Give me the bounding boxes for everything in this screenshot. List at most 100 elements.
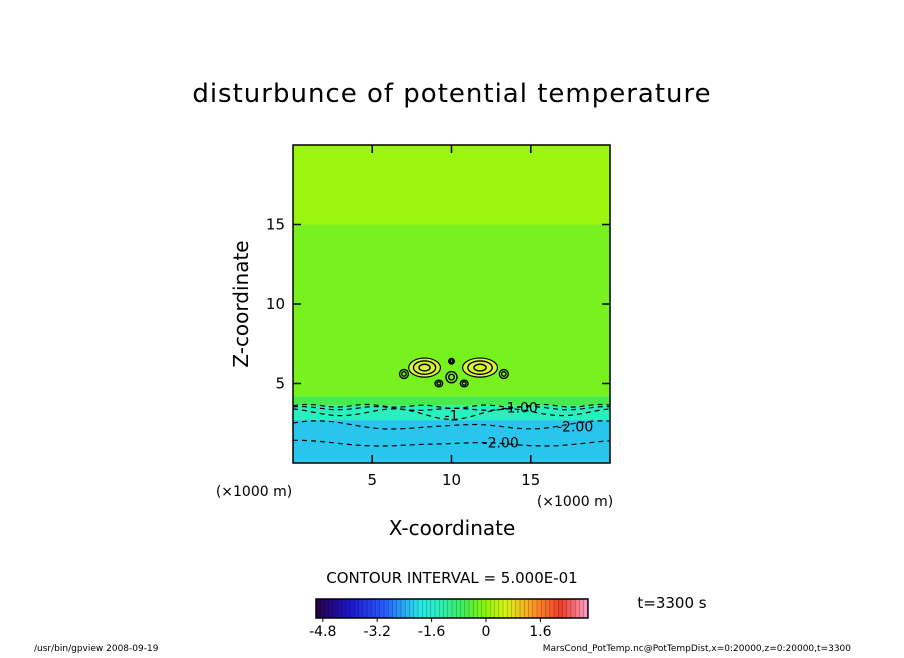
y-axis-ticks: 5 10 15 (266, 216, 610, 393)
colorbar-tick-label: 0 (482, 624, 491, 640)
colorbar-segment (375, 599, 381, 618)
footer-right: MarsCond_PotTemp.nc@PotTempDist,x=0:2000… (543, 644, 852, 654)
field-bands (293, 145, 610, 463)
contour-interval-text: CONTOUR INTERVAL = 5.000E-01 (326, 569, 577, 587)
contour-loop (459, 379, 469, 388)
colorbar-segment (405, 599, 410, 618)
contour-line (293, 439, 610, 447)
colorbar-segment (367, 599, 372, 618)
colorbar-segment (469, 599, 474, 618)
colorbar-segment (439, 599, 444, 618)
colorbar-segment (456, 599, 461, 618)
x-tick-label: 10 (442, 471, 461, 489)
colorbar-segment (396, 599, 402, 618)
contour-label: -1.00 (502, 400, 538, 416)
contour-label: -2.00 (483, 435, 519, 451)
colorbar-segment (524, 599, 529, 618)
field-band (293, 145, 610, 225)
contour-loop (448, 373, 455, 381)
colorbar-segment (460, 599, 466, 618)
colorbar-segment (324, 599, 330, 618)
contour-loop (449, 359, 454, 364)
colorbar-frame (315, 598, 589, 619)
contour-loop (467, 360, 493, 375)
y-axis-unit: (×1000 m) (216, 484, 292, 500)
colorbar-segment (435, 599, 440, 618)
field-band (293, 396, 610, 406)
colorbar-segment (443, 599, 449, 618)
colorbar-tick-label: 1.6 (529, 624, 551, 640)
colorbar (315, 599, 589, 618)
contour-loop (436, 381, 442, 386)
colorbar-segment (371, 599, 376, 618)
colorbar-segment (430, 599, 436, 618)
contour-lines (293, 357, 610, 447)
colorbar-segment (362, 599, 368, 618)
plot-area (293, 145, 610, 463)
y-axis-label: Z-coordinate (229, 240, 253, 367)
contour-label: -1 (445, 408, 459, 424)
x-axis-label: X-coordinate (389, 516, 516, 540)
x-tick-label: 15 (521, 471, 540, 489)
colorbar-segment (316, 599, 321, 618)
colorbar-segment (537, 599, 542, 618)
colorbar-segment (486, 599, 491, 618)
contour-loop (398, 368, 410, 380)
colorbar-segment (354, 599, 359, 618)
colorbar-segment (388, 599, 393, 618)
contour-loop (500, 371, 507, 377)
colorbar-segment (545, 599, 551, 618)
colorbar-segment (345, 599, 351, 618)
contour-label: -2.00 (557, 419, 593, 435)
colorbar-segment (490, 599, 495, 618)
colorbar-segment (337, 599, 342, 618)
colorbar-segment (498, 599, 504, 618)
colorbar-segment (426, 599, 432, 618)
colorbar-segment (341, 599, 347, 618)
colorbar-segment (503, 599, 508, 618)
colorbar-segment (350, 599, 355, 618)
colorbar-tick-label: -3.2 (364, 624, 391, 640)
colorbar-segment (520, 599, 525, 618)
colorbar-segment (320, 599, 325, 618)
colorbar-segment (566, 599, 572, 618)
colorbar-segment (507, 599, 512, 618)
contour-labels: -1.00 -2.00 -2.00 -1 (445, 400, 594, 451)
colorbar-segment (558, 599, 563, 618)
colorbar-segment (473, 599, 478, 618)
colorbar-segment (515, 599, 521, 618)
colorbar-segment (384, 599, 389, 618)
colorbar-segment (379, 599, 385, 618)
contour-loop (401, 371, 407, 377)
colorbar-segment (477, 599, 483, 618)
colorbar-segment (583, 599, 589, 618)
colorbar-segment (562, 599, 568, 618)
y-tick-label: 15 (266, 216, 285, 234)
colorbar-segment (575, 599, 580, 618)
y-tick-label: 10 (266, 295, 285, 313)
x-axis-ticks: 5 10 15 (367, 145, 540, 489)
colorbar-segment (409, 599, 415, 618)
colorbar-segment (422, 599, 427, 618)
contour-line (293, 405, 610, 412)
colorbar-segment (494, 599, 500, 618)
colorbar-segment (392, 599, 398, 618)
y-tick-label: 5 (275, 375, 285, 393)
x-tick-label: 5 (367, 471, 377, 489)
contour-loop (445, 370, 458, 384)
colorbar-segment (401, 599, 406, 618)
colorbar-tick-label: -4.8 (309, 624, 336, 640)
colorbar-tick-label: -1.6 (418, 624, 445, 640)
x-axis-unit: (×1000 m) (537, 494, 613, 510)
contour-loop (498, 368, 509, 380)
contour-loop (448, 357, 455, 365)
colorbar-segment (549, 599, 555, 618)
colorbar-segment (579, 599, 585, 618)
footer-left: /usr/bin/gpview 2008-09-19 (34, 644, 159, 654)
contour-loop (473, 363, 487, 372)
colorbar-segment (328, 599, 334, 618)
colorbar-segment (333, 599, 338, 618)
chart-title: disturbunce of potential temperature (192, 79, 711, 109)
contour-loop (412, 360, 437, 375)
